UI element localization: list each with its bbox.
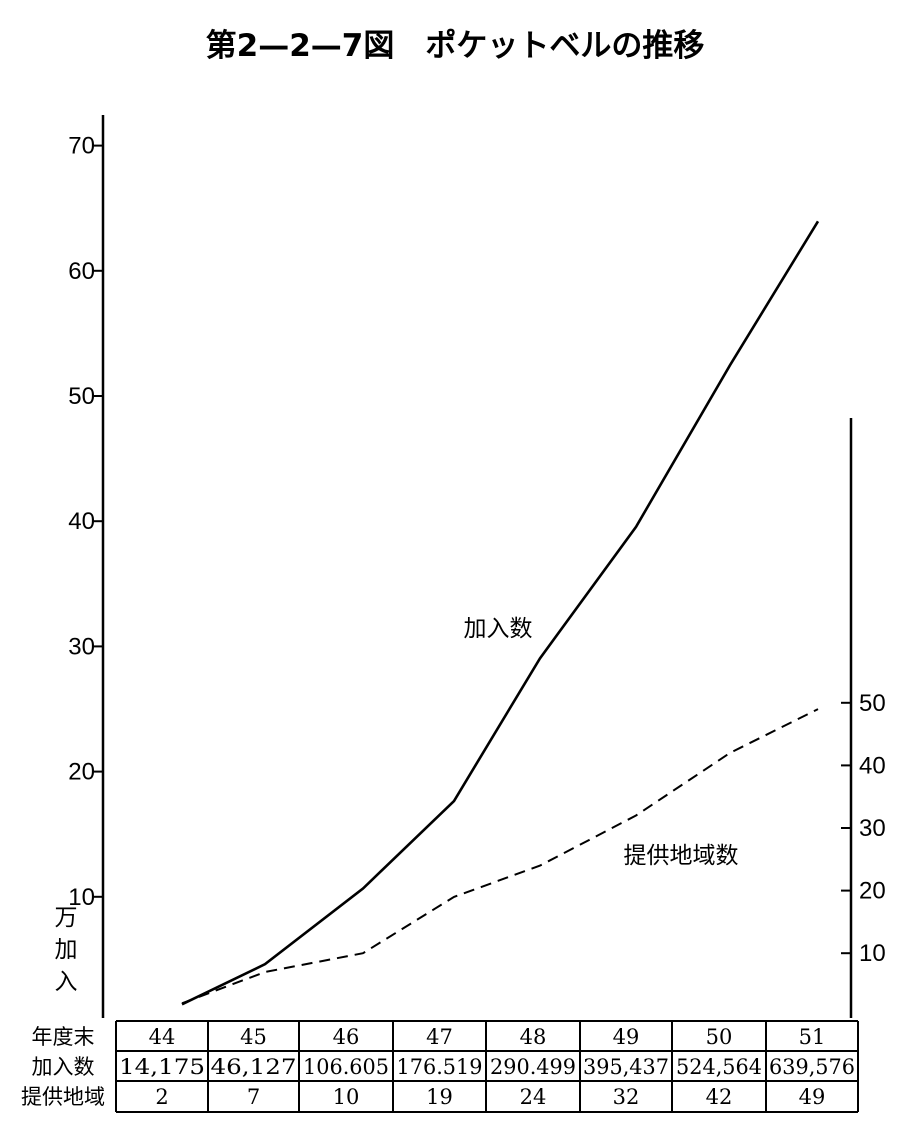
left-tick-label: 60 xyxy=(68,258,95,285)
table-cell: 47 xyxy=(426,1025,453,1049)
table-cell: 24 xyxy=(520,1085,547,1109)
series-label-subscribers: 加入数 xyxy=(464,616,533,642)
table-cell: 32 xyxy=(613,1085,640,1109)
right-tick-label: 30 xyxy=(859,815,886,842)
unit-label-char: 加 xyxy=(55,937,78,963)
table-row-header: 年度末 xyxy=(32,1025,95,1049)
right-y-axis: 10 20 30 40 50 xyxy=(841,418,886,1018)
left-tick-label: 40 xyxy=(68,508,95,535)
left-tick-label: 50 xyxy=(68,383,95,410)
table-cell: 106.605 xyxy=(303,1055,389,1079)
table-cell: 2 xyxy=(155,1085,168,1109)
left-tick-label: 30 xyxy=(68,633,95,660)
table-cell: 46,127 xyxy=(211,1055,297,1079)
unit-label-char: 入 xyxy=(55,969,78,995)
table-cell: 49 xyxy=(799,1085,826,1109)
table-cell: 42 xyxy=(706,1085,733,1109)
table-cell: 48 xyxy=(520,1025,547,1049)
table-cell: 49 xyxy=(613,1025,640,1049)
chart-title: 第2—2—7図 ポケットベルの推移 xyxy=(206,28,705,64)
right-tick-label: 40 xyxy=(859,752,886,779)
series-label-areas: 提供地域数 xyxy=(624,843,739,869)
left-axis-unit-label: 万加入 xyxy=(55,905,78,995)
unit-label-char: 万 xyxy=(55,905,78,931)
table-cell: 639,576 xyxy=(769,1055,855,1079)
table-cell: 7 xyxy=(247,1085,260,1109)
left-tick-label: 70 xyxy=(68,133,95,160)
plot-series xyxy=(181,220,820,1006)
table-cell: 176.519 xyxy=(397,1055,483,1079)
table-cell: 290.499 xyxy=(490,1055,576,1079)
right-tick-label: 10 xyxy=(859,940,886,967)
table-cell: 14,175 xyxy=(119,1055,205,1079)
table-cell: 10 xyxy=(333,1085,360,1109)
series-line-1 xyxy=(181,220,820,1006)
table-cell: 44 xyxy=(149,1025,176,1049)
right-tick-label: 20 xyxy=(859,878,886,905)
table-cell: 50 xyxy=(706,1025,733,1049)
table-row-header: 提供地域 xyxy=(21,1085,105,1109)
table-cell: 45 xyxy=(240,1025,267,1049)
left-tick-label: 20 xyxy=(68,759,95,786)
table-row-header: 加入数 xyxy=(32,1055,95,1079)
table-cell: 19 xyxy=(426,1085,453,1109)
left-tick-label: 10 xyxy=(68,884,95,911)
left-y-axis: 10 20 30 40 50 60 70 xyxy=(68,115,105,1018)
right-tick-label: 50 xyxy=(859,690,886,717)
table-cell: 46 xyxy=(333,1025,360,1049)
table-cell: 395,437 xyxy=(583,1055,669,1079)
table-cell: 51 xyxy=(799,1025,826,1049)
table-cell: 524,564 xyxy=(676,1055,762,1079)
